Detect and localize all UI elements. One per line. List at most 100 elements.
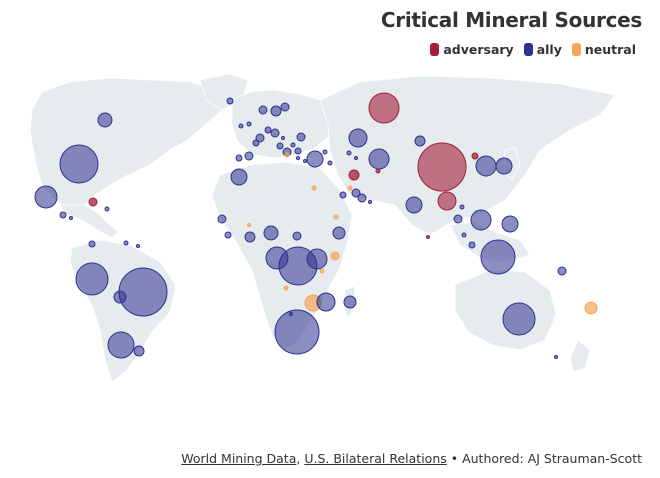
bubble-mauritania[interactable]	[217, 214, 227, 224]
bubble-peru[interactable]	[75, 262, 109, 296]
bubble-japan[interactable]	[495, 157, 513, 175]
bubble-nigeria[interactable]	[263, 225, 279, 241]
bubble-uzbekistan[interactable]	[368, 148, 390, 170]
legend-swatch-ally	[523, 43, 533, 56]
bubble-sri-lanka[interactable]	[426, 235, 430, 239]
bubble-philippines[interactable]	[501, 215, 519, 233]
bubble-poland[interactable]	[270, 128, 280, 138]
bubble-madagascar[interactable]	[343, 295, 357, 309]
bubble-brunei[interactable]	[468, 241, 476, 249]
bubble-papua-new-guinea[interactable]	[557, 266, 567, 276]
bubble-russia[interactable]	[368, 92, 400, 124]
bubble-south-africa[interactable]	[274, 309, 320, 355]
link-world-mining-data[interactable]: World Mining Data	[181, 451, 297, 466]
bubble-ethiopia[interactable]	[332, 226, 346, 240]
bubble-romania[interactable]	[294, 147, 302, 155]
bubble-angola[interactable]	[283, 285, 289, 291]
bubble-india[interactable]	[405, 196, 423, 214]
bubble-new-zealand[interactable]	[554, 355, 558, 359]
bubble-bolivia[interactable]	[113, 290, 127, 304]
bubble-ghana[interactable]	[244, 231, 256, 243]
bubble-tanzania[interactable]	[319, 268, 325, 274]
bubble-austria[interactable]	[276, 142, 284, 150]
chart-title: Critical Mineral Sources	[380, 8, 642, 32]
bubble-thailand[interactable]	[453, 214, 463, 224]
bubble-canada[interactable]	[97, 112, 113, 128]
bubble-cuba[interactable]	[88, 197, 98, 207]
bubble-australia[interactable]	[502, 302, 536, 336]
bubble-indonesia[interactable]	[480, 239, 516, 275]
bubble-belgium[interactable]	[281, 136, 285, 140]
legend-item-adversary[interactable]: adversary	[430, 42, 514, 57]
bubble-egypt[interactable]	[311, 185, 317, 191]
bubble-iceland[interactable]	[226, 97, 234, 105]
bubble-chile[interactable]	[107, 331, 135, 359]
bubble-mongolia[interactable]	[414, 135, 426, 147]
bubble-honduras[interactable]	[69, 216, 73, 220]
bubble-mexico[interactable]	[34, 185, 58, 209]
bubble-south-korea[interactable]	[475, 155, 497, 177]
bubble-hungary[interactable]	[290, 142, 296, 148]
bubble-ireland[interactable]	[238, 123, 244, 129]
bubble-italy[interactable]	[284, 152, 290, 158]
bubble-vietnam[interactable]	[470, 209, 492, 231]
footer-separator: ,	[296, 451, 301, 466]
bubble-iran[interactable]	[348, 169, 360, 181]
bubble-kenya[interactable]	[330, 251, 340, 261]
bubble-mozambique[interactable]	[316, 292, 336, 312]
bubble-saudi-arabia[interactable]	[351, 188, 361, 198]
bubble-malaysia[interactable]	[461, 232, 467, 238]
bubble-sudan[interactable]	[333, 214, 339, 220]
bubble-ukraine[interactable]	[322, 149, 328, 155]
bubble-mali[interactable]	[247, 223, 251, 227]
bubble-estonia[interactable]	[296, 132, 306, 142]
bubble-new-caledonia[interactable]	[584, 301, 598, 315]
bubble-germany[interactable]	[255, 133, 265, 143]
bubble-united-states[interactable]	[59, 144, 99, 184]
footer-author-credit: • Authored: AJ Strauman-Scott	[446, 451, 642, 466]
bubble-niger[interactable]	[292, 231, 302, 241]
bubble-colombia[interactable]	[88, 240, 96, 248]
bubble-france[interactable]	[252, 139, 260, 147]
bubble-armenia[interactable]	[354, 156, 358, 160]
bubble-bulgaria[interactable]	[296, 156, 300, 160]
bubble-myanmar[interactable]	[437, 191, 457, 211]
legend-item-ally[interactable]: ally	[523, 42, 562, 57]
legend-label-neutral: neutral	[584, 42, 636, 57]
bubble-georgia[interactable]	[346, 150, 352, 156]
bubble-dominican-republic[interactable]	[104, 206, 110, 212]
bubble-north-korea[interactable]	[471, 152, 479, 160]
bubble-argentina[interactable]	[133, 345, 145, 357]
bubble-laos[interactable]	[459, 204, 465, 210]
bubble-rwanda[interactable]	[306, 248, 328, 270]
bubble-brazil[interactable]	[118, 267, 168, 317]
bubble-jordan[interactable]	[339, 191, 347, 199]
bubble-norway[interactable]	[258, 105, 268, 115]
bubble-spain[interactable]	[244, 151, 254, 161]
bubble-finland[interactable]	[280, 102, 290, 112]
bubble-morocco[interactable]	[230, 168, 248, 186]
legend-item-neutral[interactable]: neutral	[571, 42, 636, 57]
bubble-china[interactable]	[417, 142, 467, 192]
land-asia	[319, 75, 616, 236]
bubble-uae[interactable]	[368, 200, 372, 204]
bubble-portugal[interactable]	[235, 154, 243, 162]
land-new-zealand	[569, 339, 591, 373]
bubble-kazakhstan[interactable]	[348, 128, 368, 148]
bubble-guinea[interactable]	[224, 231, 232, 239]
legend-label-ally: ally	[536, 42, 562, 57]
bubble-guyana[interactable]	[123, 240, 129, 246]
bubble-sweden[interactable]	[270, 105, 282, 117]
bubble-denmark[interactable]	[264, 126, 272, 134]
bubble-greece[interactable]	[303, 159, 307, 163]
bubble-oman[interactable]	[357, 193, 367, 203]
bubble-suriname[interactable]	[136, 244, 140, 248]
bubble-guatemala[interactable]	[59, 211, 67, 219]
bubble-uk[interactable]	[246, 121, 252, 127]
bubble-tajikistan[interactable]	[375, 168, 381, 174]
bubble-turkey[interactable]	[306, 150, 324, 168]
bubble-cyprus[interactable]	[327, 160, 333, 166]
link-us-bilateral-relations[interactable]: U.S. Bilateral Relations	[304, 451, 447, 466]
bubble-iraq[interactable]	[347, 185, 353, 191]
